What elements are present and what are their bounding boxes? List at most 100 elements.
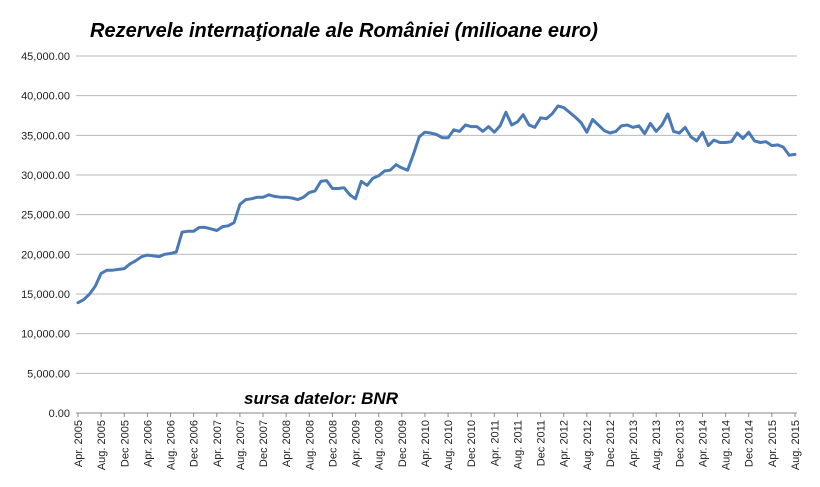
data-point — [487, 125, 490, 128]
data-point — [730, 140, 733, 143]
data-point — [262, 196, 265, 199]
x-tick-label: Dec 2014 — [744, 420, 756, 467]
data-point — [499, 124, 502, 127]
x-tick-label: Apr. 2010 — [420, 420, 432, 467]
data-point — [614, 130, 617, 133]
data-point — [290, 197, 293, 200]
x-tick-label: Aug. 2007 — [235, 420, 247, 470]
x-tick-label: Apr. 2007 — [212, 420, 224, 467]
data-point — [643, 132, 646, 135]
x-tick-label: Dec 2006 — [189, 420, 201, 467]
series-line-reserves — [76, 104, 797, 305]
x-tick-label: Dec 2009 — [397, 420, 409, 467]
data-point — [637, 124, 640, 127]
data-point — [655, 130, 658, 133]
data-point — [522, 113, 525, 116]
data-point — [406, 169, 409, 172]
data-point — [609, 132, 612, 135]
data-point — [747, 131, 750, 134]
data-point — [562, 106, 565, 109]
x-tick-label: Apr. 2012 — [559, 420, 571, 467]
series-layer — [76, 104, 797, 305]
y-tick-label: 40,000.00 — [21, 91, 70, 103]
data-point — [111, 269, 114, 272]
data-point — [412, 153, 415, 156]
source-note: sursa datelor: BNR — [244, 389, 399, 408]
data-point — [551, 112, 554, 115]
data-point — [210, 227, 213, 230]
data-point — [794, 153, 797, 156]
x-tick-label: Aug. 2015 — [790, 420, 802, 470]
x-tick-label: Apr. 2006 — [142, 420, 154, 467]
data-point — [117, 268, 120, 271]
data-point — [400, 166, 403, 169]
data-point — [88, 293, 91, 296]
data-point — [510, 124, 513, 127]
data-point — [481, 130, 484, 133]
data-point — [695, 139, 698, 142]
data-point — [389, 169, 392, 172]
data-point — [661, 124, 664, 127]
y-tick-label: 20,000.00 — [21, 249, 70, 261]
data-point — [279, 196, 282, 199]
data-point — [458, 130, 461, 133]
data-point — [504, 111, 507, 114]
data-point — [666, 112, 669, 115]
y-tick-label: 15,000.00 — [21, 289, 70, 301]
x-tick-label: Dec 2013 — [674, 420, 686, 467]
x-tick-label: Dec 2010 — [466, 420, 478, 467]
data-point — [736, 132, 739, 135]
data-point — [169, 252, 172, 255]
data-point — [476, 125, 479, 128]
data-point — [343, 186, 346, 189]
data-point — [181, 231, 184, 234]
data-point — [620, 124, 623, 127]
data-point — [256, 196, 259, 199]
x-tick-label: Aug. 2009 — [374, 420, 386, 470]
y-tick-label: 45,000.00 — [21, 51, 70, 63]
x-tick-label: Dec 2012 — [605, 420, 617, 467]
y-tick-label: 10,000.00 — [21, 329, 70, 341]
data-point — [429, 132, 432, 135]
data-point — [129, 262, 132, 265]
data-point — [556, 105, 559, 108]
data-point — [383, 170, 386, 173]
data-point — [146, 254, 149, 257]
data-point — [175, 251, 178, 254]
data-point — [82, 298, 85, 301]
x-tick-label: Dec 2007 — [258, 420, 270, 467]
data-point — [782, 146, 785, 149]
data-point — [707, 144, 710, 147]
data-point — [221, 225, 224, 228]
data-point — [77, 301, 80, 304]
data-point — [713, 139, 716, 142]
data-point — [724, 141, 727, 144]
data-point — [134, 259, 137, 262]
data-point — [337, 187, 340, 190]
data-point — [314, 189, 317, 192]
data-point — [493, 131, 496, 134]
data-point — [302, 196, 305, 199]
data-point — [285, 196, 288, 199]
x-tick-label: Aug. 2005 — [96, 420, 108, 470]
data-point — [360, 180, 363, 183]
data-point — [574, 116, 577, 119]
data-point — [753, 139, 756, 142]
y-tick-label: 5,000.00 — [27, 368, 70, 380]
data-point — [94, 285, 97, 288]
data-point — [158, 255, 161, 258]
data-point — [689, 135, 692, 138]
data-point — [788, 154, 791, 157]
data-point — [447, 136, 450, 139]
data-point — [464, 124, 467, 127]
x-tick-label: Aug. 2008 — [304, 420, 316, 470]
data-point — [319, 180, 322, 183]
data-point — [250, 197, 253, 200]
data-point — [718, 141, 721, 144]
data-point — [331, 187, 334, 190]
data-point — [238, 203, 241, 206]
data-point — [395, 163, 398, 166]
x-tick-label: Aug. 2011 — [512, 420, 524, 469]
data-point — [354, 197, 357, 200]
